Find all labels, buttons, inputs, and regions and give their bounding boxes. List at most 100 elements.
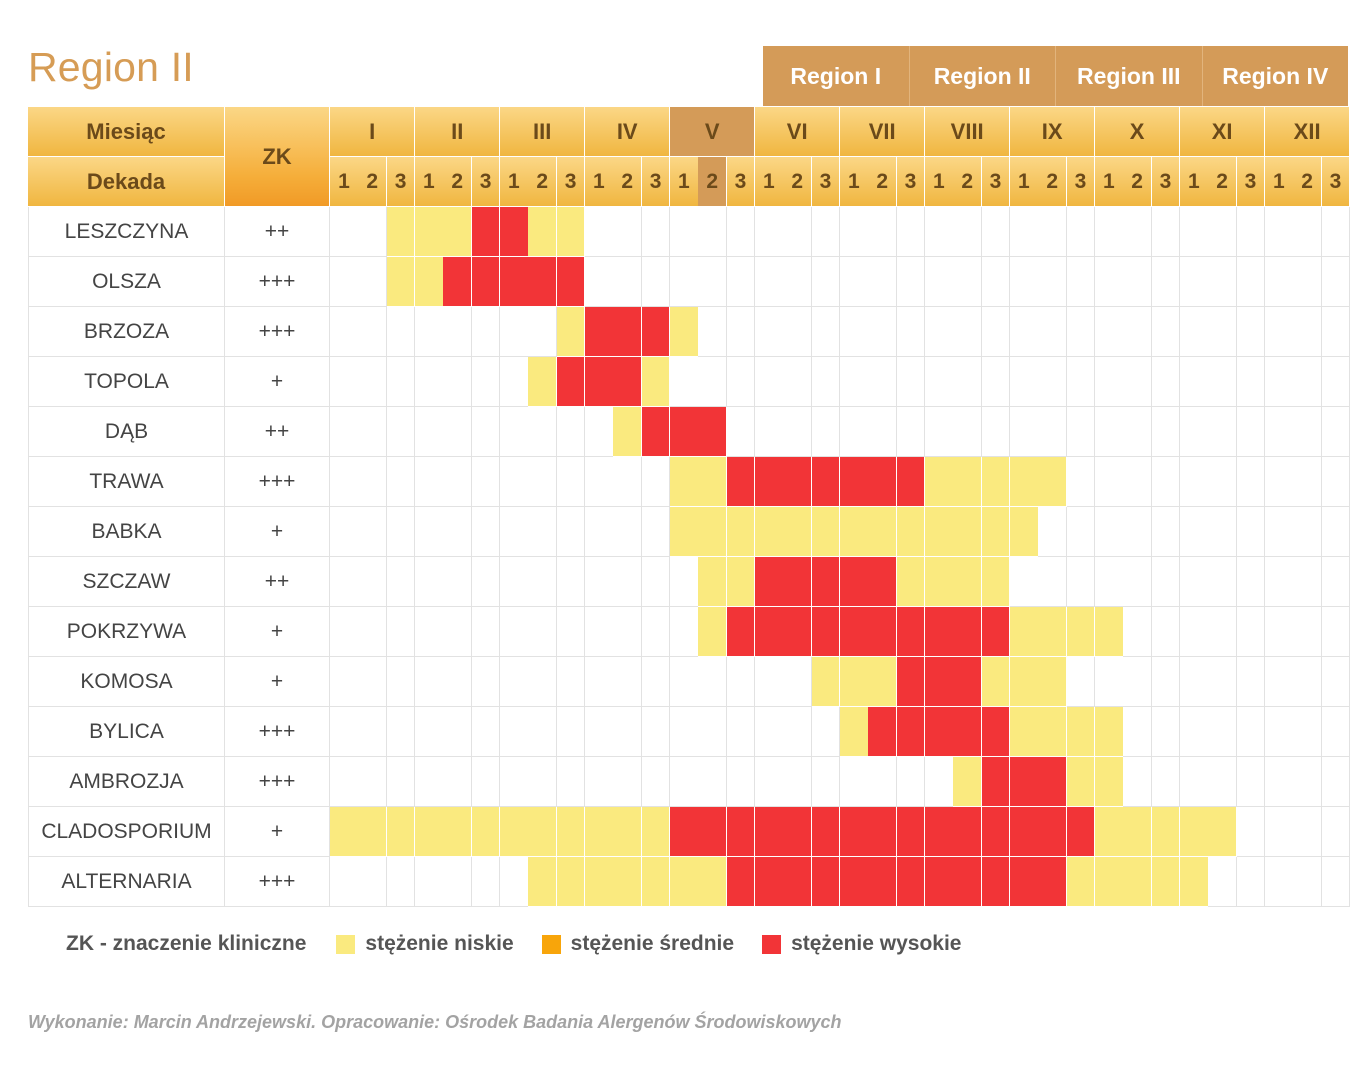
heat-cell — [330, 407, 359, 457]
heat-cell — [556, 357, 586, 407]
heat-cell — [726, 707, 756, 757]
decade-header: 1 — [1094, 157, 1124, 207]
heat-cell — [726, 657, 756, 707]
heat-cell — [868, 557, 898, 607]
row-zk-ambrozja: +++ — [225, 757, 330, 807]
heat-cell — [414, 757, 444, 807]
decade-header: 2 — [953, 157, 983, 207]
heat-cell — [981, 407, 1011, 457]
heat-cell — [669, 257, 699, 307]
heat-cell — [981, 707, 1011, 757]
heat-cell — [584, 557, 614, 607]
heat-cell — [1236, 507, 1266, 557]
month-header-VI: VI — [754, 107, 841, 157]
heat-cell — [528, 657, 558, 707]
heat-cell — [1264, 857, 1294, 907]
heat-cell — [1264, 607, 1294, 657]
heat-cell — [1066, 207, 1096, 257]
heat-cell — [1009, 257, 1039, 307]
heat-cell — [414, 657, 444, 707]
heat-cell — [1293, 207, 1323, 257]
month-header-IX: IX — [1009, 107, 1096, 157]
heat-cell — [698, 507, 728, 557]
heat-cell — [443, 857, 473, 907]
decade-header: 3 — [471, 157, 501, 207]
decade-header: 1 — [330, 157, 359, 207]
heat-cell — [1179, 557, 1209, 607]
heat-cell — [839, 557, 869, 607]
heat-cell — [330, 607, 359, 657]
heat-cell — [1094, 557, 1124, 607]
decade-header: 1 — [754, 157, 784, 207]
heat-cell — [783, 457, 813, 507]
tab-region-2[interactable]: Region II — [908, 46, 1056, 106]
heat-cell — [556, 857, 586, 907]
heat-cell — [868, 757, 898, 807]
heat-cell — [556, 657, 586, 707]
tab-region-4[interactable]: Region IV — [1201, 46, 1349, 106]
heat-cell — [726, 257, 756, 307]
heat-cell — [1321, 457, 1351, 507]
heat-cell — [1066, 557, 1096, 607]
heat-cell — [1123, 557, 1153, 607]
row-label-babka: BABKA — [28, 507, 225, 557]
heat-cell — [1293, 457, 1323, 507]
heat-cell — [953, 707, 983, 757]
heat-cell — [1066, 657, 1096, 707]
region-tabs: Region I Region II Region III Region IV — [763, 46, 1348, 106]
heat-cell — [499, 657, 529, 707]
heat-cell — [868, 857, 898, 907]
heat-cell — [1094, 507, 1124, 557]
heat-cell — [386, 507, 416, 557]
heat-cell — [1236, 307, 1266, 357]
heat-cell — [556, 257, 586, 307]
heat-cell — [358, 757, 388, 807]
heat-cell — [528, 607, 558, 657]
heat-cell — [386, 257, 416, 307]
heat-cell — [953, 807, 983, 857]
heat-cell — [1264, 207, 1294, 257]
heat-cell — [868, 607, 898, 657]
tab-region-1[interactable]: Region I — [790, 62, 882, 89]
heat-cell — [669, 307, 699, 357]
heat-cell — [754, 757, 784, 807]
heat-cell — [1179, 657, 1209, 707]
heat-cell — [953, 207, 983, 257]
heat-cell — [499, 457, 529, 507]
heat-cell — [386, 307, 416, 357]
heat-cell — [1009, 807, 1039, 857]
decade-header: 3 — [981, 157, 1011, 207]
legend-label-high: stężenie wysokie — [791, 932, 962, 955]
heat-cell — [669, 457, 699, 507]
heat-cell — [783, 357, 813, 407]
heat-cell — [1264, 757, 1294, 807]
heat-cell — [1123, 307, 1153, 357]
heat-cell — [556, 707, 586, 757]
heat-cell — [1123, 457, 1153, 507]
heat-cell — [924, 807, 954, 857]
heat-cell — [698, 707, 728, 757]
heat-cell — [443, 207, 473, 257]
heat-cell — [1038, 807, 1068, 857]
row-zk-brzoza: +++ — [225, 307, 330, 357]
tab-region-3[interactable]: Region III — [1055, 46, 1202, 106]
heat-cell — [471, 507, 501, 557]
heat-cell — [499, 207, 529, 257]
heat-cell — [1094, 357, 1124, 407]
heat-cell — [868, 807, 898, 857]
legend-item-high: stężenie wysokie — [762, 932, 961, 956]
heat-cell — [1123, 357, 1153, 407]
heat-cell — [811, 307, 841, 357]
heat-cell — [330, 207, 359, 257]
row-zk-pokrzywa: + — [225, 607, 330, 657]
heat-cell — [839, 457, 869, 507]
heat-cell — [1123, 707, 1153, 757]
heat-cell — [443, 307, 473, 357]
decade-header: 3 — [1321, 157, 1351, 207]
heat-cell — [471, 607, 501, 657]
heat-cell — [726, 757, 756, 807]
decade-header: 1 — [924, 157, 954, 207]
heat-cell — [471, 257, 501, 307]
heat-cell — [1321, 507, 1351, 557]
heat-cell — [528, 557, 558, 607]
